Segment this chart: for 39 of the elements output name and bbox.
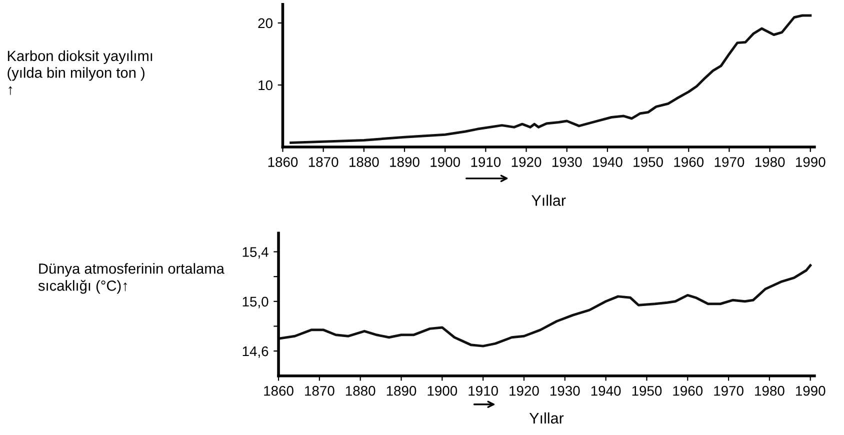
x-tick-label: 1950 — [632, 386, 662, 396]
x-tick-label: 1920 — [510, 386, 539, 396]
x-tick-label: 1930 — [550, 386, 580, 396]
x-tick-label: 1870 — [308, 157, 338, 167]
x-tick-label: 1900 — [430, 157, 460, 167]
x-tick-label: 1960 — [673, 386, 703, 396]
x-tick-label: 1970 — [714, 157, 744, 167]
x-tick-label: 1920 — [512, 157, 542, 167]
y-tick-label: 15,4 — [242, 247, 268, 259]
x-tick-label: 1870 — [305, 386, 334, 396]
x-axis-title: Yıllar — [529, 412, 564, 424]
x-axis-title: Yıllar — [532, 194, 566, 206]
y-axis-title: Dünya atmosferinin ortalama sıcaklığı (°C)↑ — [38, 263, 224, 294]
x-tick-label: 1860 — [268, 157, 298, 167]
x-tick-label: 1980 — [755, 157, 785, 167]
x-tick-label: 1940 — [591, 386, 621, 396]
y-tick-label: 14,6 — [242, 346, 268, 358]
x-tick-label: 1950 — [634, 157, 663, 167]
x-tick-label: 1910 — [471, 157, 501, 167]
y-tick-label: 20 — [258, 18, 272, 28]
x-tick-label: 1890 — [390, 157, 420, 167]
y-tick-label: 15,0 — [242, 296, 268, 308]
x-tick-label: 1960 — [674, 157, 704, 167]
y-tick-label: 10 — [258, 80, 272, 90]
x-tick-label: 1970 — [714, 386, 744, 396]
x-tick-label: 1880 — [346, 386, 376, 396]
x-tick-label: 1980 — [755, 386, 784, 396]
x-tick-label: 1900 — [428, 386, 458, 396]
x-tick-label: 1880 — [350, 157, 379, 167]
x-tick-label: 1990 — [796, 386, 826, 396]
line-series — [290, 14, 812, 144]
x-tick-label: 1940 — [593, 157, 622, 167]
x-tick-label: 1910 — [468, 386, 498, 396]
x-tick-label: 1990 — [796, 157, 826, 167]
line-series — [278, 264, 812, 348]
x-tick-label: 1890 — [386, 386, 416, 396]
y-axis-title: Karbon dioksit yayılımı (yılda bin milyon ton ) ↑ — [8, 50, 152, 95]
x-tick-label: 1860 — [264, 386, 294, 396]
x-tick-label: 1930 — [552, 157, 582, 167]
